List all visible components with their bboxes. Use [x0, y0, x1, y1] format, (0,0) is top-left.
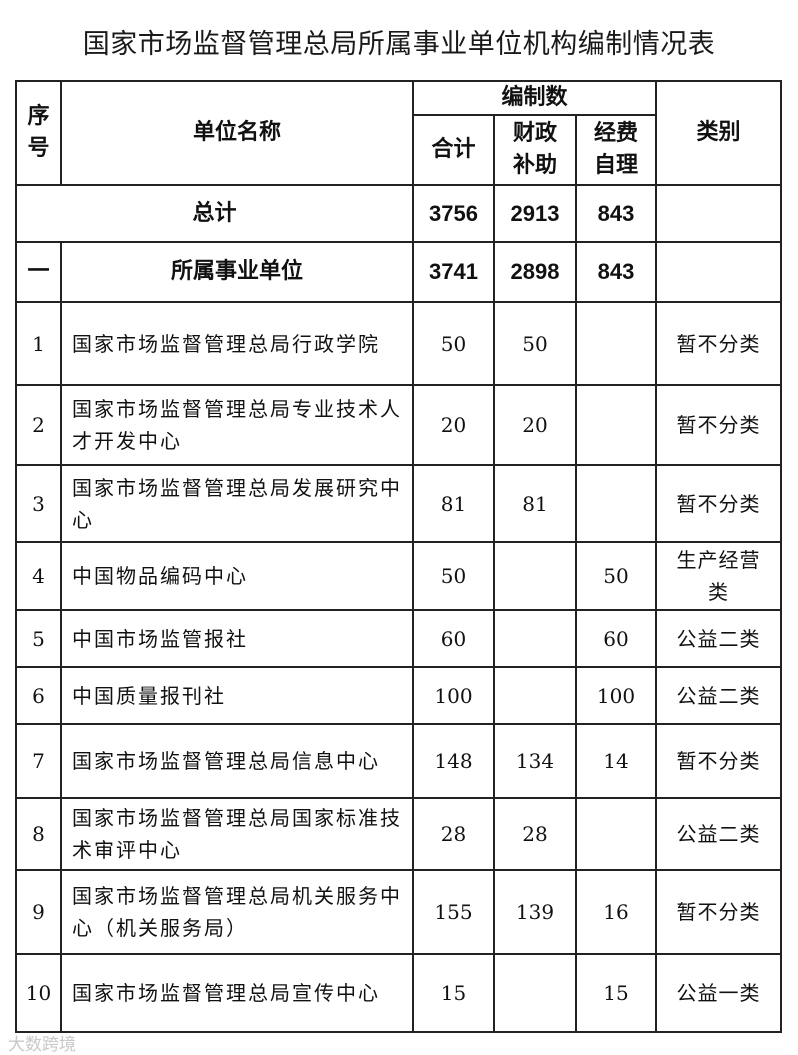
cell-category: 暂不分类	[655, 723, 782, 799]
cell-name: 国家市场监督管理总局行政学院	[60, 301, 414, 386]
table-row: 2 国家市场监督管理总局专业技术人才开发中心 20 20 暂不分类	[15, 384, 782, 466]
table-row: 5 中国市场监管报社 60 60 公益二类	[15, 609, 782, 668]
cell-fiscal: 50	[493, 301, 577, 386]
cell-self	[575, 797, 657, 871]
cell-category: 公益二类	[655, 797, 782, 871]
cell-total: 50	[412, 301, 495, 386]
header-total: 合计	[412, 114, 495, 186]
header-name: 单位名称	[60, 80, 414, 186]
table-row: 7 国家市场监督管理总局信息中心 148 134 14 暂不分类	[15, 723, 782, 799]
cell-total: 60	[412, 609, 495, 668]
cell-category: 暂不分类	[655, 869, 782, 955]
cell-fiscal	[493, 666, 577, 725]
cell-category: 暂不分类	[655, 464, 782, 543]
cell-total: 148	[412, 723, 495, 799]
cell-total: 50	[412, 541, 495, 611]
cell-name: 国家市场监督管理总局机关服务中心（机关服务局）	[60, 869, 414, 955]
cell-fiscal	[493, 541, 577, 611]
cell-category: 暂不分类	[655, 301, 782, 386]
cell-total: 28	[412, 797, 495, 871]
cell-seq: 1	[15, 301, 62, 386]
cell-self	[575, 301, 657, 386]
cell-total: 81	[412, 464, 495, 543]
cell-name: 中国质量报刊社	[60, 666, 414, 725]
cell-seq: 9	[15, 869, 62, 955]
table-row: 8 国家市场监督管理总局国家标准技术审评中心 28 28 公益二类	[15, 797, 782, 871]
cell-fiscal	[493, 953, 577, 1033]
cell-fiscal: 139	[493, 869, 577, 955]
staffing-table: 序号 单位名称 编制数 类别 合计 财政补助 经费自理 总计 3756 2913…	[15, 80, 782, 1033]
cell-fiscal: 81	[493, 464, 577, 543]
cell-self: 60	[575, 609, 657, 668]
cell-self	[575, 464, 657, 543]
cell-seq: 2	[15, 384, 62, 466]
cell-seq: 4	[15, 541, 62, 611]
cell-total: 155	[412, 869, 495, 955]
cell-name: 国家市场监督管理总局发展研究中心	[60, 464, 414, 543]
header-category: 类别	[655, 80, 782, 186]
document-title: 国家市场监督管理总局所属事业单位机构编制情况表	[82, 29, 716, 60]
cell-name: 国家市场监督管理总局专业技术人才开发中心	[60, 384, 414, 466]
cell-category: 公益二类	[655, 609, 782, 668]
cell-category: 暂不分类	[655, 384, 782, 466]
table-row: 9 国家市场监督管理总局机关服务中心（机关服务局） 155 139 16 暂不分类	[15, 869, 782, 955]
cell-seq: 8	[15, 797, 62, 871]
cell-self: 16	[575, 869, 657, 955]
header-self: 经费自理	[575, 114, 657, 186]
cell-self: 100	[575, 666, 657, 725]
header-fiscal: 财政补助	[493, 114, 577, 186]
cell-seq: 7	[15, 723, 62, 799]
header-seq: 序号	[15, 80, 62, 186]
watermark-logo: 大数跨境	[8, 1035, 76, 1055]
grand-total-row: 总计 3756 2913 843	[15, 184, 782, 243]
cell-name: 国家市场监督管理总局国家标准技术审评中心	[60, 797, 414, 871]
table-row: 3 国家市场监督管理总局发展研究中心 81 81 暂不分类	[15, 464, 782, 543]
cell-total: 20	[412, 384, 495, 466]
cell-self	[575, 384, 657, 466]
table-row: 4 中国物品编码中心 50 50 生产经营类	[15, 541, 782, 611]
cell-self: 14	[575, 723, 657, 799]
cell-fiscal: 20	[493, 384, 577, 466]
cell-fiscal: 28	[493, 797, 577, 871]
cell-self: 15	[575, 953, 657, 1033]
cell-name: 中国市场监管报社	[60, 609, 414, 668]
cell-fiscal	[493, 609, 577, 668]
cell-seq: 10	[15, 953, 62, 1033]
cell-fiscal: 134	[493, 723, 577, 799]
cell-name: 国家市场监督管理总局信息中心	[60, 723, 414, 799]
cell-total: 100	[412, 666, 495, 725]
cell-seq: 3	[15, 464, 62, 543]
cell-seq: 6	[15, 666, 62, 725]
cell-category: 公益一类	[655, 953, 782, 1033]
table-row: 10 国家市场监督管理总局宣传中心 15 15 公益一类	[15, 953, 782, 1033]
cell-total: 15	[412, 953, 495, 1033]
cell-name: 国家市场监督管理总局宣传中心	[60, 953, 414, 1033]
cell-category: 公益二类	[655, 666, 782, 725]
cell-seq: 5	[15, 609, 62, 668]
header-quota: 编制数	[412, 80, 657, 116]
cell-self: 50	[575, 541, 657, 611]
cell-category: 生产经营类	[655, 541, 782, 611]
cell-name: 中国物品编码中心	[60, 541, 414, 611]
table-row: 1 国家市场监督管理总局行政学院 50 50 暂不分类	[15, 301, 782, 386]
table-row: 6 中国质量报刊社 100 100 公益二类	[15, 666, 782, 725]
section-row: 一 所属事业单位 3741 2898 843	[15, 241, 782, 303]
